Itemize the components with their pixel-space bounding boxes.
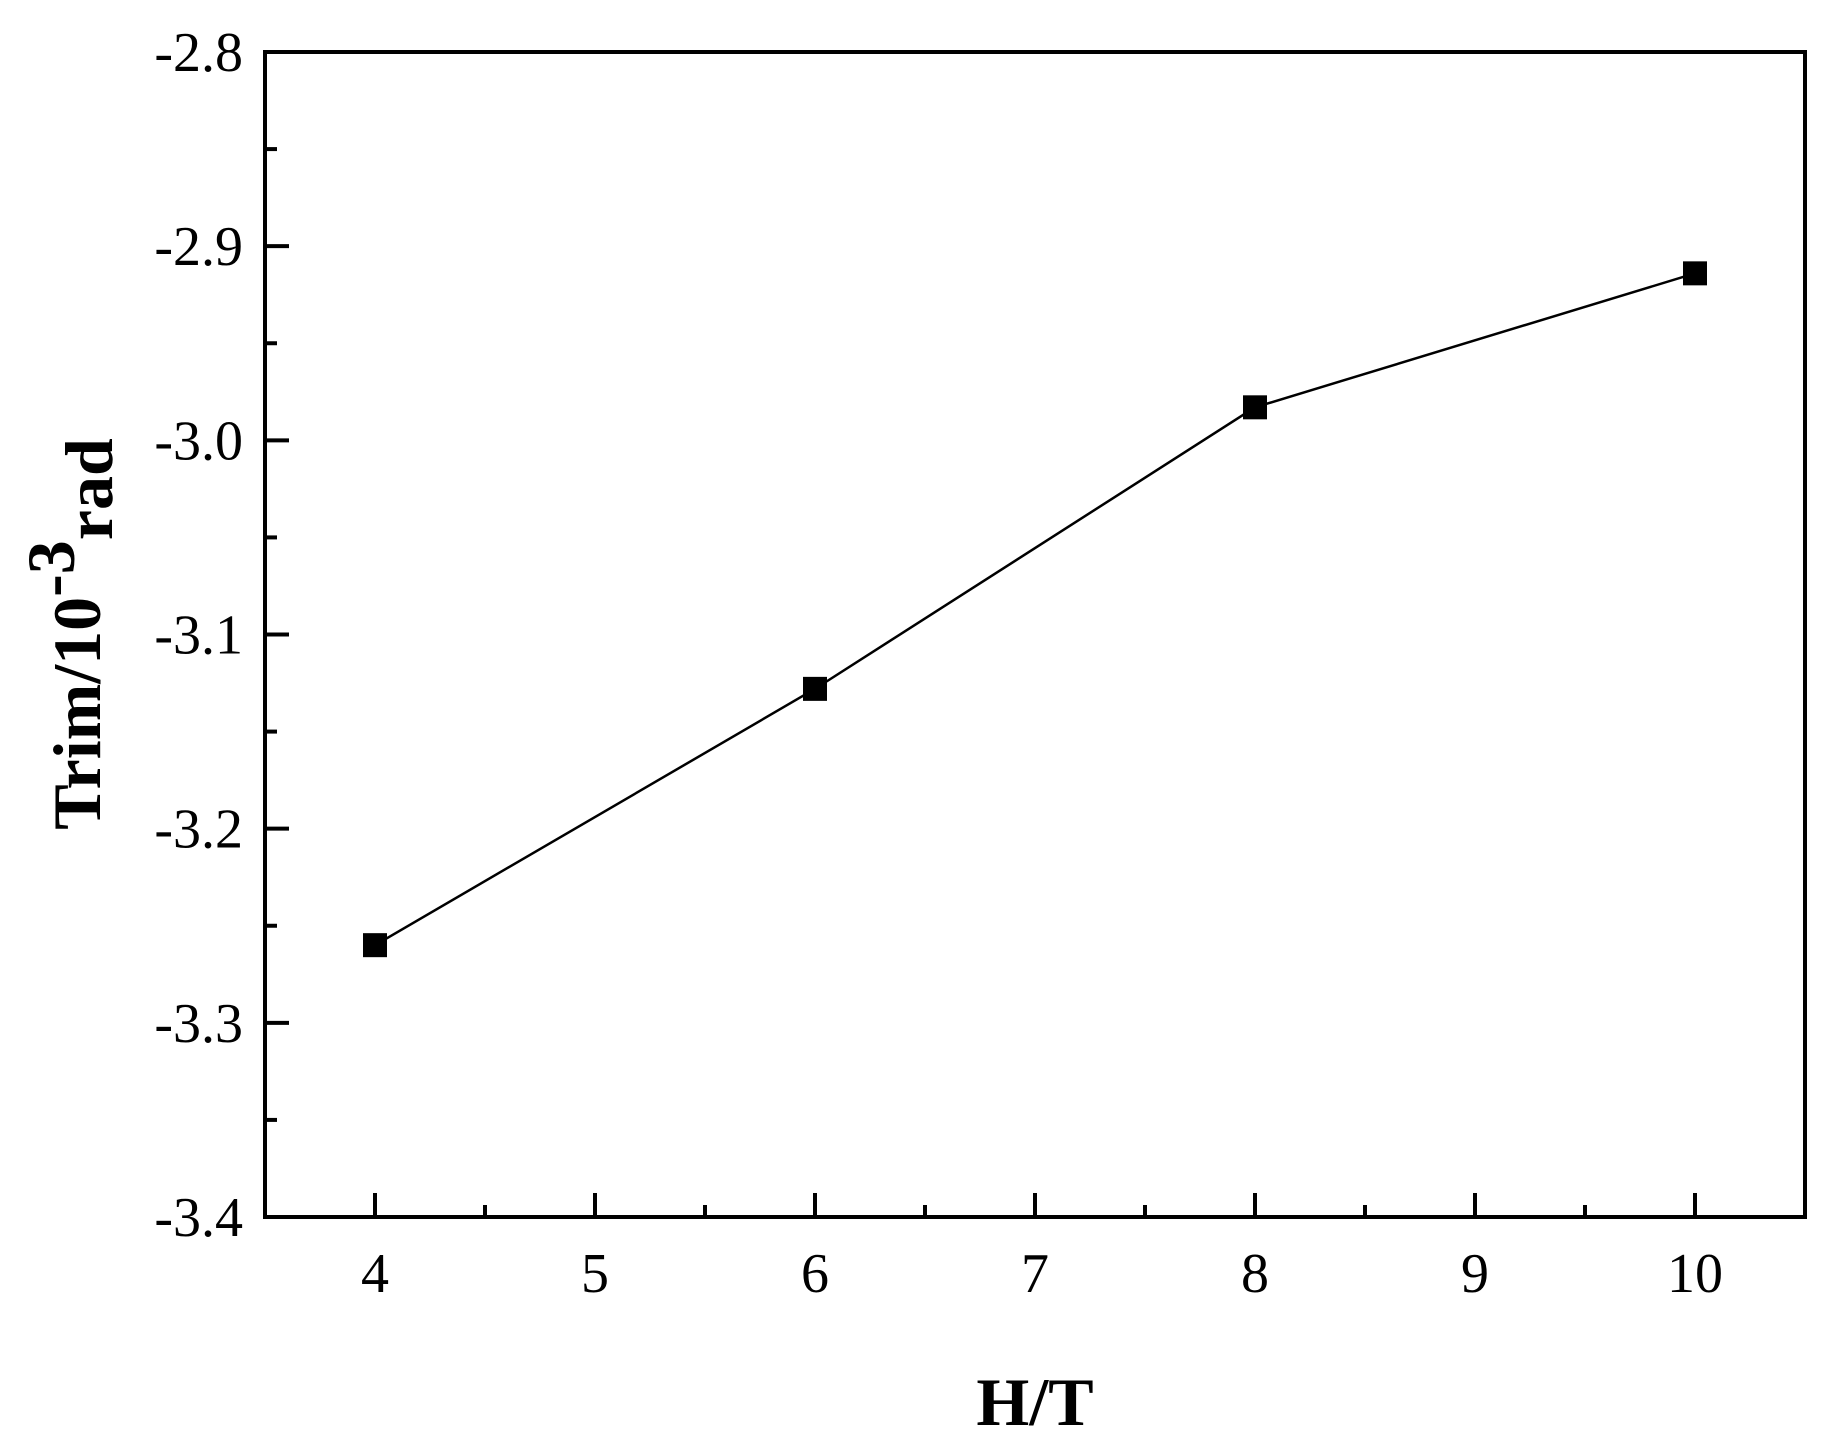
x-tick-label: 9 [1461, 1243, 1489, 1305]
x-axis-title: H/T [976, 1364, 1093, 1436]
data-point-marker [1683, 261, 1707, 286]
y-axis: -3.4 -3.3 -3.2 -3.1 -3.0 -2.9 -2.8 [154, 22, 289, 1249]
y-tick-label: -3.4 [154, 1187, 243, 1249]
x-tick-label: 5 [581, 1243, 609, 1305]
y-tick-label: -2.9 [154, 216, 243, 278]
x-tick-label: 10 [1667, 1243, 1723, 1305]
y-tick-label: -3.3 [154, 993, 243, 1055]
x-tick-label: 6 [801, 1243, 829, 1305]
series-layer [363, 261, 1707, 958]
plot-area [263, 50, 1807, 1219]
series-line [374, 272, 1696, 947]
y-axis-title-superscript: -3 [13, 540, 89, 597]
x-tick-label: 8 [1241, 1243, 1269, 1305]
data-point-marker [363, 933, 387, 958]
y-tick-label: -3.0 [154, 410, 243, 472]
y-axis-title: Trim/10-3rad [13, 438, 127, 830]
y-axis-title-main: Trim/10 [39, 597, 115, 830]
y-tick-label: -2.8 [154, 22, 243, 84]
y-tick-label: -3.2 [154, 799, 243, 861]
y-tick-label: -3.1 [154, 605, 243, 667]
data-point-marker [803, 676, 827, 701]
x-axis: 4 5 6 7 8 9 10 [361, 1193, 1723, 1305]
x-tick-label: 4 [361, 1243, 389, 1305]
x-tick-label: 7 [1021, 1243, 1049, 1305]
data-point-marker [1243, 395, 1267, 420]
y-axis-title-subscript: rad [51, 438, 127, 540]
